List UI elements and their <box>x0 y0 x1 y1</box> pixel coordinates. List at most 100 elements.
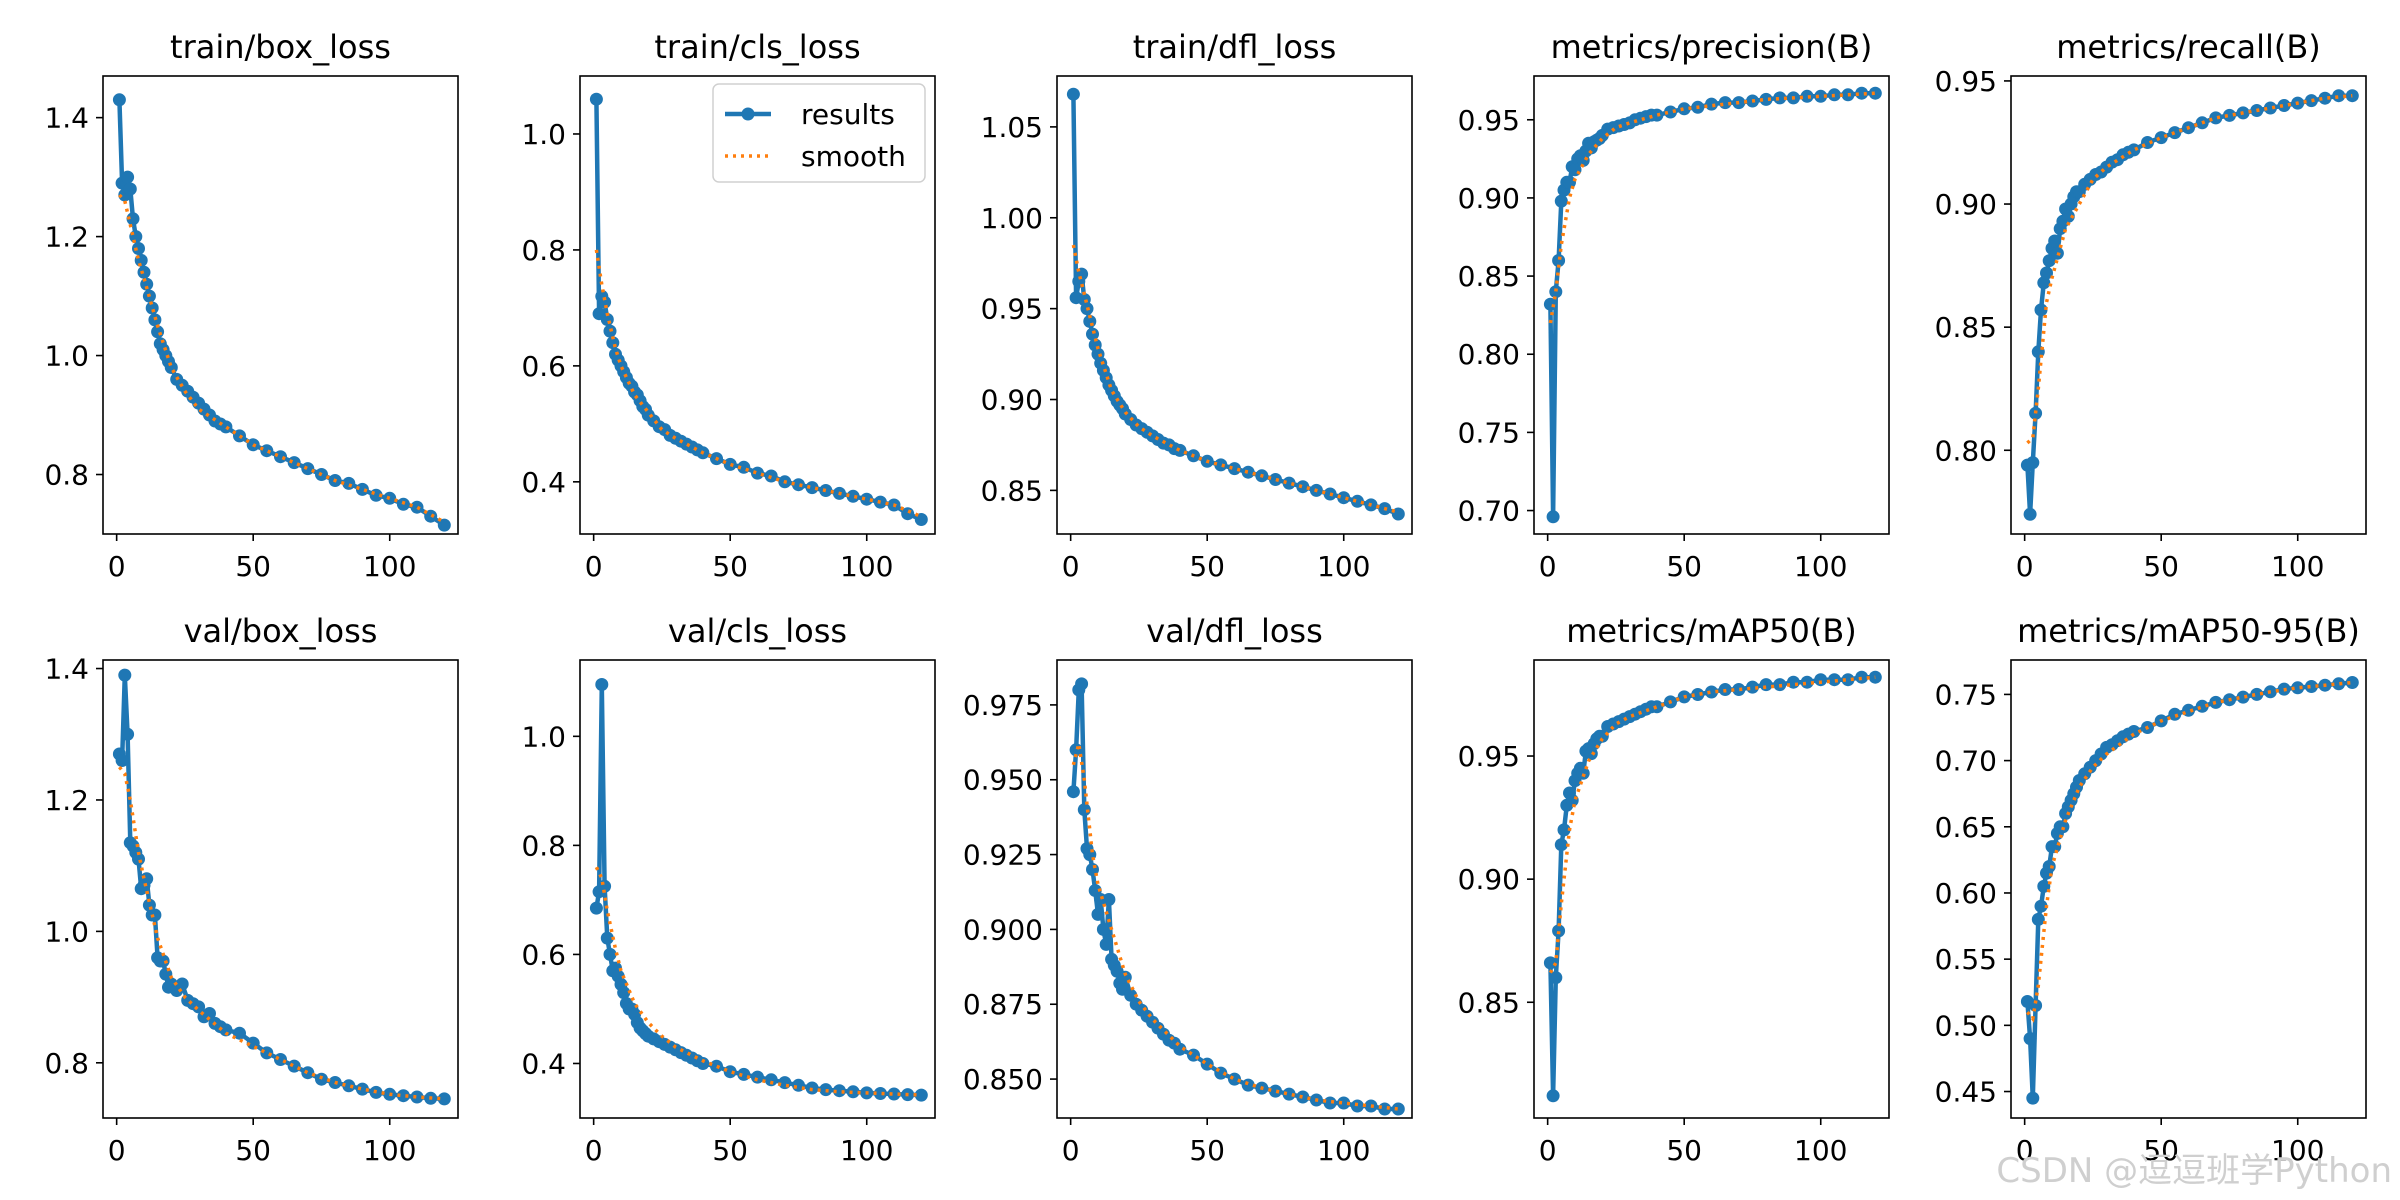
legend-smooth-label: smooth <box>801 140 906 173</box>
y-tick-label: 0.85 <box>1458 260 1520 293</box>
results-point <box>1546 1089 1560 1103</box>
y-tick-label: 0.90 <box>1935 188 1997 221</box>
results-point <box>274 450 287 464</box>
x-tick-label: 100 <box>1317 1134 1370 1167</box>
results-point <box>1552 254 1566 267</box>
results-point <box>301 462 315 476</box>
results-point <box>914 513 928 526</box>
results-point <box>1732 683 1746 696</box>
results-point <box>1173 443 1187 457</box>
results-point <box>2042 860 2056 873</box>
results-point <box>2223 108 2236 122</box>
results-point <box>1800 675 1814 689</box>
results-point <box>142 898 156 912</box>
y-tick-label: 0.45 <box>1935 1076 1997 1109</box>
results-point <box>1773 91 1787 105</box>
results-point <box>121 170 135 184</box>
results-point <box>2023 507 2037 521</box>
y-tick-label: 0.80 <box>1935 434 1997 467</box>
results-point <box>355 482 369 496</box>
results-point <box>112 93 126 107</box>
results-series-line <box>2025 680 2353 1101</box>
y-tick-label: 0.90 <box>981 384 1043 417</box>
results-point <box>2318 91 2332 105</box>
results-point <box>287 456 301 470</box>
subplot-10: metrics/mAP50-95(B) 0 50 100 0.45 0.50 0.55 0.6… <box>1935 612 2367 1167</box>
subplot-title: metrics/recall(B) <box>2056 28 2321 66</box>
x-tick-label: 50 <box>2143 550 2179 583</box>
x-tick-label: 100 <box>363 1134 416 1167</box>
results-point <box>1705 685 1718 699</box>
results-point <box>260 444 274 458</box>
x-tick-label: 100 <box>1794 550 1847 583</box>
results-point <box>914 1088 928 1102</box>
results-point <box>1337 491 1351 505</box>
subplot-6: val/box_loss 0 50 100 0.8 1.0 1.2 1.4 <box>44 612 459 1167</box>
x-tick-label: 100 <box>840 1134 893 1167</box>
results-point <box>1855 670 1869 684</box>
results-point <box>2236 690 2250 704</box>
x-tick-label: 50 <box>235 1134 271 1167</box>
results-point <box>1546 510 1560 524</box>
y-tick-label: 1.05 <box>981 111 1043 144</box>
y-tick-label: 0.8 <box>44 459 89 492</box>
results-point <box>1576 766 1590 780</box>
smooth-series-line <box>594 249 922 519</box>
results-point <box>805 481 819 495</box>
y-tick-label: 0.4 <box>521 1047 566 1080</box>
y-tick-label: 1.4 <box>44 102 89 135</box>
subplot-9: metrics/mAP50(B) 0 50 100 0.85 0.90 0.95 <box>1458 612 1890 1167</box>
results-point <box>1096 922 1110 936</box>
results-point <box>1075 677 1089 691</box>
results-point <box>832 1084 846 1098</box>
results-point <box>603 947 617 961</box>
results-point <box>123 182 137 196</box>
x-tick-label: 0 <box>1539 550 1557 583</box>
results-point <box>1800 89 1814 103</box>
subplot-title: metrics/precision(B) <box>1551 28 1873 66</box>
results-point <box>2291 681 2305 695</box>
plot-frame <box>1056 659 1413 1119</box>
results-point <box>1296 1090 1310 1104</box>
y-tick-label: 1.00 <box>981 202 1043 235</box>
results-point <box>846 1085 860 1099</box>
x-tick-label: 0 <box>1062 1134 1080 1167</box>
subplot-1: train/box_loss 0 50 100 0.8 1.0 1.2 1.4 <box>44 28 459 583</box>
y-tick-label: 1.0 <box>44 915 89 948</box>
results-point <box>1200 1057 1214 1071</box>
x-tick-label: 100 <box>2271 550 2324 583</box>
results-series-line <box>2025 93 2353 517</box>
results-point <box>1337 1096 1351 1110</box>
results-point <box>751 466 764 480</box>
smooth-series-line <box>594 866 922 1097</box>
results-point <box>118 668 132 682</box>
x-tick-label: 50 <box>712 1134 748 1167</box>
y-tick-label: 0.900 <box>963 913 1043 946</box>
x-tick-label: 0 <box>1539 1134 1557 1167</box>
y-tick-label: 0.95 <box>1458 104 1520 137</box>
subplot-title: train/dfl_loss <box>1133 28 1337 66</box>
y-tick-label: 0.75 <box>1458 416 1520 449</box>
results-point <box>1554 194 1568 208</box>
results-point <box>1855 86 1869 100</box>
results-point <box>1543 956 1557 970</box>
results-point <box>2209 111 2223 125</box>
results-point <box>1827 673 1841 687</box>
results-point <box>737 1067 751 1081</box>
y-tick-label: 1.2 <box>44 221 89 254</box>
results-point <box>260 1046 274 1060</box>
results-point <box>2250 687 2264 701</box>
y-tick-label: 0.6 <box>521 938 566 971</box>
results-point <box>2026 456 2040 470</box>
results-point <box>764 1073 778 1087</box>
results-point <box>846 489 860 503</box>
results-point <box>396 1089 410 1103</box>
results-point <box>2168 707 2182 721</box>
results-point <box>1296 480 1310 494</box>
results-point <box>2263 101 2277 115</box>
results-point <box>1091 907 1105 921</box>
results-point <box>589 901 603 915</box>
y-tick-label: 0.925 <box>963 839 1043 872</box>
results-point <box>2034 899 2048 913</box>
results-point <box>1814 89 1828 103</box>
